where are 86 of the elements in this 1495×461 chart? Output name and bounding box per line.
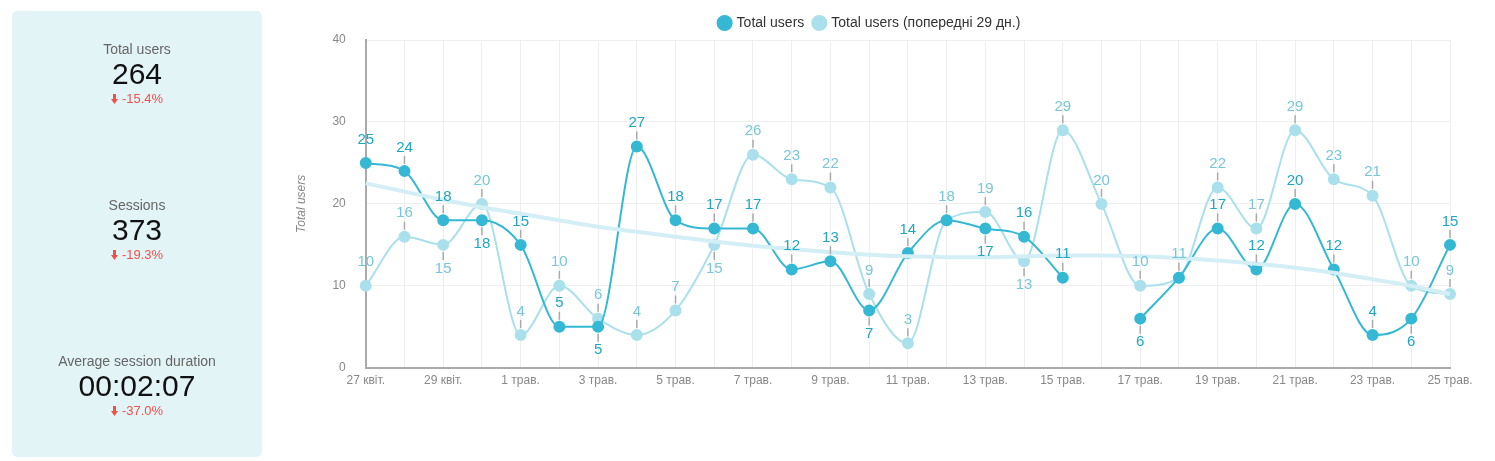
- data-label: 26: [744, 121, 762, 139]
- y-axis-title: Total users: [293, 174, 308, 234]
- data-label: 6: [1407, 332, 1416, 350]
- data-label: 10: [551, 252, 568, 270]
- data-label: 17: [705, 195, 723, 213]
- data-label: 17: [744, 195, 762, 213]
- data-label: 25: [357, 129, 375, 147]
- data-label: 16: [396, 203, 413, 221]
- data-label: 23: [1325, 145, 1343, 163]
- text: -19.3%: [121, 247, 164, 262]
- data-label: 10: [1402, 252, 1420, 270]
- y-tick-label: 10: [332, 278, 347, 293]
- data-label: 22: [1209, 154, 1226, 172]
- data-label: 14: [899, 219, 917, 237]
- data-label: 7: [671, 277, 680, 295]
- x-tick-label: 23 трав.: [1349, 373, 1396, 388]
- data-label: 9: [864, 260, 874, 278]
- data-label: 10: [1131, 252, 1149, 270]
- data-label: 29: [1054, 96, 1072, 114]
- data-label: 18: [473, 233, 491, 251]
- data-label: 15: [1441, 211, 1459, 229]
- text: -37.0%: [121, 403, 164, 418]
- x-tick-label: 3 трав.: [578, 373, 618, 388]
- text: 00:02:07: [77, 369, 197, 403]
- data-label: 5: [593, 340, 603, 358]
- data-label: 17: [976, 242, 994, 260]
- x-tick-label: 5 трав.: [656, 373, 695, 388]
- y-tick-label: 20: [332, 196, 347, 211]
- data-label: 5: [555, 293, 564, 311]
- data-label: 18: [667, 186, 684, 204]
- data-label: 27: [628, 113, 646, 131]
- data-label: 11: [1054, 244, 1071, 262]
- data-label: 24: [396, 137, 413, 155]
- text: Sessions: [107, 197, 167, 213]
- legend-label: Total users: [736, 13, 805, 30]
- data-label: 29: [1286, 96, 1304, 114]
- x-tick-label: 15 трав.: [1040, 373, 1086, 388]
- legend-label: Total users (попередні 29 дн.): [831, 13, 1021, 30]
- text: Average session duration: [57, 353, 217, 369]
- data-label: 20: [473, 170, 491, 188]
- data-label: 13: [822, 227, 839, 245]
- data-label: 4: [516, 301, 525, 319]
- x-tick-label: 11 трав.: [885, 373, 931, 388]
- data-label: 12: [783, 236, 801, 254]
- x-tick-label: 13 трав.: [962, 373, 1008, 388]
- data-label: 18: [434, 186, 452, 204]
- x-tick-label: 17 трав.: [1117, 373, 1163, 388]
- data-label: 9: [1445, 260, 1455, 278]
- data-label: 15: [512, 211, 529, 229]
- data-label: 21: [1364, 162, 1381, 180]
- data-label: 17: [1248, 195, 1265, 213]
- data-label: 16: [1015, 203, 1033, 221]
- data-label: 20: [1286, 170, 1304, 188]
- x-tick-label: 27 квіт.: [346, 373, 385, 388]
- data-label: 4: [632, 301, 641, 319]
- data-label: 3: [903, 309, 913, 327]
- data-label: 19: [976, 178, 994, 196]
- data-label: 17: [1209, 195, 1226, 213]
- data-label: 12: [1248, 236, 1265, 254]
- x-tick-label: 21 трав.: [1272, 373, 1318, 388]
- x-tick-label: 19 трав.: [1195, 373, 1241, 388]
- data-label: 13: [1015, 274, 1033, 292]
- data-label: 7: [864, 324, 874, 342]
- data-label: 15: [705, 258, 723, 276]
- y-tick-label: 0: [339, 360, 347, 375]
- x-tick-label: 1 трав.: [501, 373, 540, 388]
- data-label: 4: [1368, 301, 1377, 319]
- y-tick-label: 30: [332, 114, 347, 129]
- text: -15.4%: [121, 91, 164, 106]
- x-tick-label: 25 трав.: [1427, 373, 1473, 388]
- x-tick-label: 7 трав.: [733, 373, 773, 388]
- data-label: 6: [1136, 332, 1145, 350]
- data-label: 15: [434, 258, 452, 276]
- data-label: 11: [1171, 244, 1187, 262]
- x-tick-label: 29 квіт.: [423, 373, 463, 388]
- text: Total users: [102, 41, 172, 57]
- data-label: 20: [1093, 170, 1110, 188]
- data-label: 6: [593, 285, 603, 303]
- text: 264: [110, 57, 164, 91]
- data-label: 23: [783, 145, 801, 163]
- x-tick-label: 9 трав.: [811, 373, 850, 388]
- data-label: 22: [822, 154, 839, 172]
- data-label: 12: [1325, 236, 1343, 254]
- data-label: 18: [938, 186, 955, 204]
- y-tick-label: 40: [332, 32, 347, 47]
- text: 373: [110, 213, 164, 247]
